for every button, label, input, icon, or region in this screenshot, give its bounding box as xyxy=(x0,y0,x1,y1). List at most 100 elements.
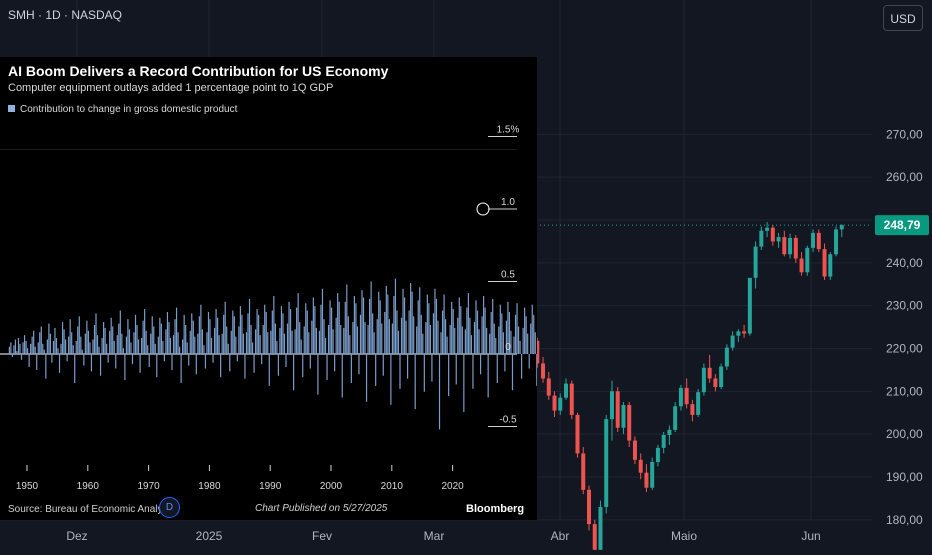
candle-body xyxy=(747,277,752,334)
inset-bar xyxy=(33,330,35,354)
inset-bar xyxy=(358,354,360,375)
inset-bar xyxy=(137,339,140,354)
inset-bar xyxy=(483,296,485,354)
inset-bar xyxy=(80,336,82,354)
inset-bar xyxy=(460,306,462,354)
inset-bar xyxy=(308,332,310,354)
inset-bar xyxy=(194,336,196,354)
inset-bar xyxy=(207,311,210,354)
inset-bar xyxy=(248,298,251,354)
inset-bar xyxy=(112,326,114,354)
inset-bar xyxy=(267,332,269,354)
inset-bar xyxy=(17,338,20,354)
inset-bar xyxy=(162,340,164,354)
inset-bar xyxy=(159,317,161,354)
inset-bar xyxy=(524,307,526,354)
inset-bar xyxy=(183,314,185,354)
inset-bar xyxy=(323,319,325,354)
candle-body xyxy=(834,229,839,255)
candle xyxy=(724,344,729,370)
inset-x-tick-label: 1960 xyxy=(77,481,100,492)
inset-bar xyxy=(472,354,474,389)
inset-bar xyxy=(344,301,346,354)
candle xyxy=(541,357,546,383)
inset-bar xyxy=(438,354,441,430)
currency-button[interactable]: USD xyxy=(883,5,923,31)
inset-bar xyxy=(209,319,211,354)
inset-bar xyxy=(492,298,494,354)
inset-bar xyxy=(302,354,304,378)
inset-bar xyxy=(11,354,13,357)
inset-bar xyxy=(429,325,431,354)
candle xyxy=(811,229,816,253)
inset-bar xyxy=(99,354,102,376)
inset-bar xyxy=(212,354,214,363)
price-tick-label: 230,00 xyxy=(886,299,923,313)
inset-bar xyxy=(31,336,33,354)
dividend-badge[interactable]: D xyxy=(159,497,180,518)
inset-bar xyxy=(364,322,366,354)
inset-bar xyxy=(104,327,106,354)
inset-x-tick-label: 1980 xyxy=(198,481,221,492)
candle xyxy=(793,234,798,263)
inset-bar xyxy=(417,300,419,354)
inset-bar xyxy=(519,340,521,354)
inset-bar xyxy=(318,330,321,354)
inset-bar xyxy=(314,306,316,354)
inset-bar xyxy=(490,311,492,354)
candle xyxy=(558,393,563,415)
inset-bar xyxy=(350,354,352,383)
inset-bar xyxy=(235,336,237,354)
inset-bar xyxy=(242,333,245,354)
inset-bar xyxy=(43,349,45,354)
inset-bar xyxy=(476,310,479,354)
inset-bar xyxy=(171,354,173,370)
legend-swatch xyxy=(8,105,15,112)
inset-axis: -0.5 0 0.5 1.0 1.5% 1950 1960 1970 1980 1990 2000 2… xyxy=(16,125,520,493)
inset-bar xyxy=(533,314,535,354)
inset-bar xyxy=(340,325,342,354)
inset-bar xyxy=(534,332,536,354)
candle-body xyxy=(770,227,775,242)
candle xyxy=(776,232,781,248)
inset-bar xyxy=(92,339,94,354)
inset-bar xyxy=(233,316,235,354)
inset-bar xyxy=(297,293,299,354)
inset-bar xyxy=(19,343,21,354)
inset-bar xyxy=(186,342,188,354)
inset-bar xyxy=(277,354,279,376)
inset-bar xyxy=(331,307,333,354)
inset-bar xyxy=(521,354,523,379)
last-price-label: 248,79 xyxy=(884,218,921,232)
inset-bar xyxy=(27,348,29,354)
inset-bar xyxy=(201,329,203,354)
inset-bar xyxy=(324,338,327,354)
inset-bar xyxy=(217,317,219,354)
inset-bar xyxy=(174,319,176,354)
inset-bar xyxy=(203,345,205,354)
inset-bar xyxy=(25,340,27,354)
inset-bar xyxy=(182,339,184,354)
inset-bar xyxy=(63,329,65,354)
inset-bar xyxy=(180,354,182,383)
inset-bar xyxy=(443,294,445,354)
candle-body xyxy=(828,254,833,277)
inset-bar xyxy=(83,354,85,366)
inset-bar xyxy=(513,336,515,354)
inset-bar xyxy=(473,322,476,354)
inset-bar xyxy=(54,327,56,354)
inset-x-tick-label: 2020 xyxy=(441,481,464,492)
candle-body xyxy=(707,367,712,379)
inset-bar xyxy=(353,296,355,354)
candle xyxy=(701,363,706,396)
candle xyxy=(552,391,557,418)
inset-bar xyxy=(463,354,465,412)
inset-bar xyxy=(446,336,448,354)
inset-bar xyxy=(37,342,39,354)
candle-body xyxy=(782,237,787,255)
inset-bar xyxy=(185,325,187,354)
candle-body xyxy=(609,391,614,420)
inset-bar xyxy=(329,300,331,354)
inset-bar xyxy=(531,304,533,354)
